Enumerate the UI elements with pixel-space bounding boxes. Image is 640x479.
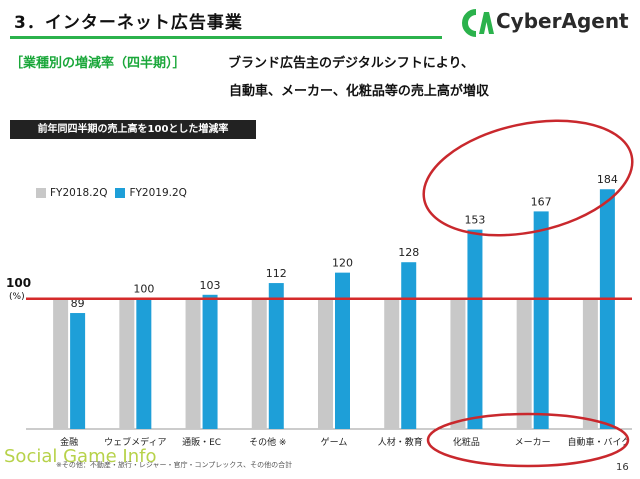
category-label-6: 化粧品 <box>453 436 480 448</box>
bar-fy2018-4 <box>318 298 333 429</box>
cyberagent-logo: CyberAgent <box>462 8 632 38</box>
logo-mark-icon <box>462 9 494 37</box>
bar-fy2019-3 <box>268 283 284 429</box>
bar-fy2019-8 <box>599 189 615 429</box>
bar-fy2018-0 <box>53 298 69 429</box>
legend-swatch-fy2018 <box>36 188 46 198</box>
legend-item-fy2019: FY2019.2Q <box>115 187 187 199</box>
bar-fy2018-3 <box>251 298 267 429</box>
chart-legend: FY2018.2Q FY2019.2Q <box>36 187 187 199</box>
highlight-ellipse-bottom <box>426 412 630 468</box>
category-label-3: その他 ※ <box>249 436 286 448</box>
legend-label-fy2018: FY2018.2Q <box>50 187 108 199</box>
section-label: ［業種別の増減率（四半期）］ <box>10 56 186 71</box>
watermark: Social Game Info <box>4 446 157 467</box>
bar-fy2019-6 <box>467 229 483 429</box>
bar-fy2018-8 <box>582 298 598 429</box>
value-label-7: 167 <box>531 195 552 208</box>
slide-title: 3．インターネット広告事業 <box>14 13 243 33</box>
category-label-0: 金融 <box>60 436 78 448</box>
subtitle-line-1: ブランド広告主のデジタルシフトにより、 <box>228 56 474 71</box>
bar-fy2019-0 <box>70 313 86 429</box>
bar-fy2019-2 <box>202 294 218 429</box>
category-label-1: ウェブメディア <box>104 436 166 448</box>
category-label-2: 通販・EC <box>182 436 221 448</box>
category-label-8: 自動車・バイク <box>567 436 630 448</box>
chart-title: 前年同四半期の売上高を100とした増減率 <box>10 120 256 139</box>
value-label-0: 89 <box>71 297 85 310</box>
category-label-5: 人材・教育 <box>378 436 423 448</box>
subtitle-line-2: 自動車、メーカー、化粧品等の売上高が増収 <box>229 84 489 99</box>
value-label-2: 103 <box>200 279 221 292</box>
value-label-5: 128 <box>398 246 419 259</box>
highlight-ellipse-top <box>422 119 634 237</box>
bar-fy2019-5 <box>401 262 417 429</box>
bar-fy2019-7 <box>533 211 549 429</box>
bar-fy2019-4 <box>335 272 350 429</box>
category-label-7: メーカー <box>515 437 551 448</box>
bar-fy2019-1 <box>136 298 152 429</box>
legend-swatch-fy2019 <box>115 188 126 198</box>
page-number: 16 <box>616 462 629 473</box>
value-label-1: 100 <box>133 283 154 296</box>
logo-text: CyberAgent <box>496 9 629 33</box>
bar-fy2018-5 <box>384 298 400 429</box>
value-label-6: 153 <box>464 214 485 227</box>
bar-fy2018-1 <box>119 298 135 429</box>
legend-label-fy2019: FY2019.2Q <box>129 187 187 199</box>
bar-fy2018-6 <box>450 298 466 429</box>
legend-item-fy2018: FY2018.2Q <box>36 187 107 199</box>
value-label-8: 184 <box>597 173 618 186</box>
value-label-4: 120 <box>332 257 353 270</box>
footnote: ※その他：不動産・旅行・レジャー・官庁・コンプレックス、その他の合計 <box>56 461 293 469</box>
value-label-3: 112 <box>266 267 287 280</box>
title-underline <box>10 36 442 39</box>
bar-fy2018-7 <box>516 298 532 429</box>
category-label-4: ゲーム <box>321 436 348 448</box>
reference-line-unit: (%) <box>9 292 25 302</box>
reference-line-label: 100 <box>6 276 32 290</box>
bar-fy2018-2 <box>185 298 201 429</box>
